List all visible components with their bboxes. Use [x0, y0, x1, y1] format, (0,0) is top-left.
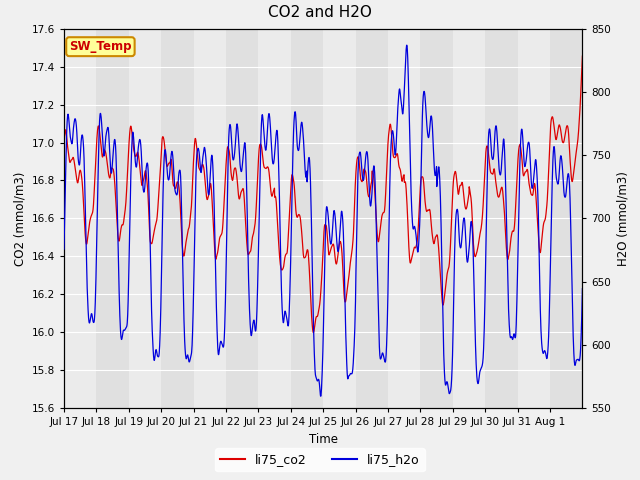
Bar: [64, 29, 97, 408]
Y-axis label: CO2 (mmol/m3): CO2 (mmol/m3): [13, 171, 26, 265]
Text: CO2 and H2O: CO2 and H2O: [268, 5, 372, 20]
Y-axis label: H2O (mmol/m3): H2O (mmol/m3): [617, 171, 630, 266]
X-axis label: Time: Time: [308, 432, 338, 445]
Bar: [518, 29, 550, 408]
Bar: [453, 29, 485, 408]
Bar: [259, 29, 291, 408]
Legend: li75_co2, li75_h2o: li75_co2, li75_h2o: [215, 448, 425, 471]
Bar: [388, 29, 420, 408]
Text: SW_Temp: SW_Temp: [69, 40, 132, 53]
Bar: [193, 29, 226, 408]
Bar: [129, 29, 161, 408]
Bar: [323, 29, 356, 408]
